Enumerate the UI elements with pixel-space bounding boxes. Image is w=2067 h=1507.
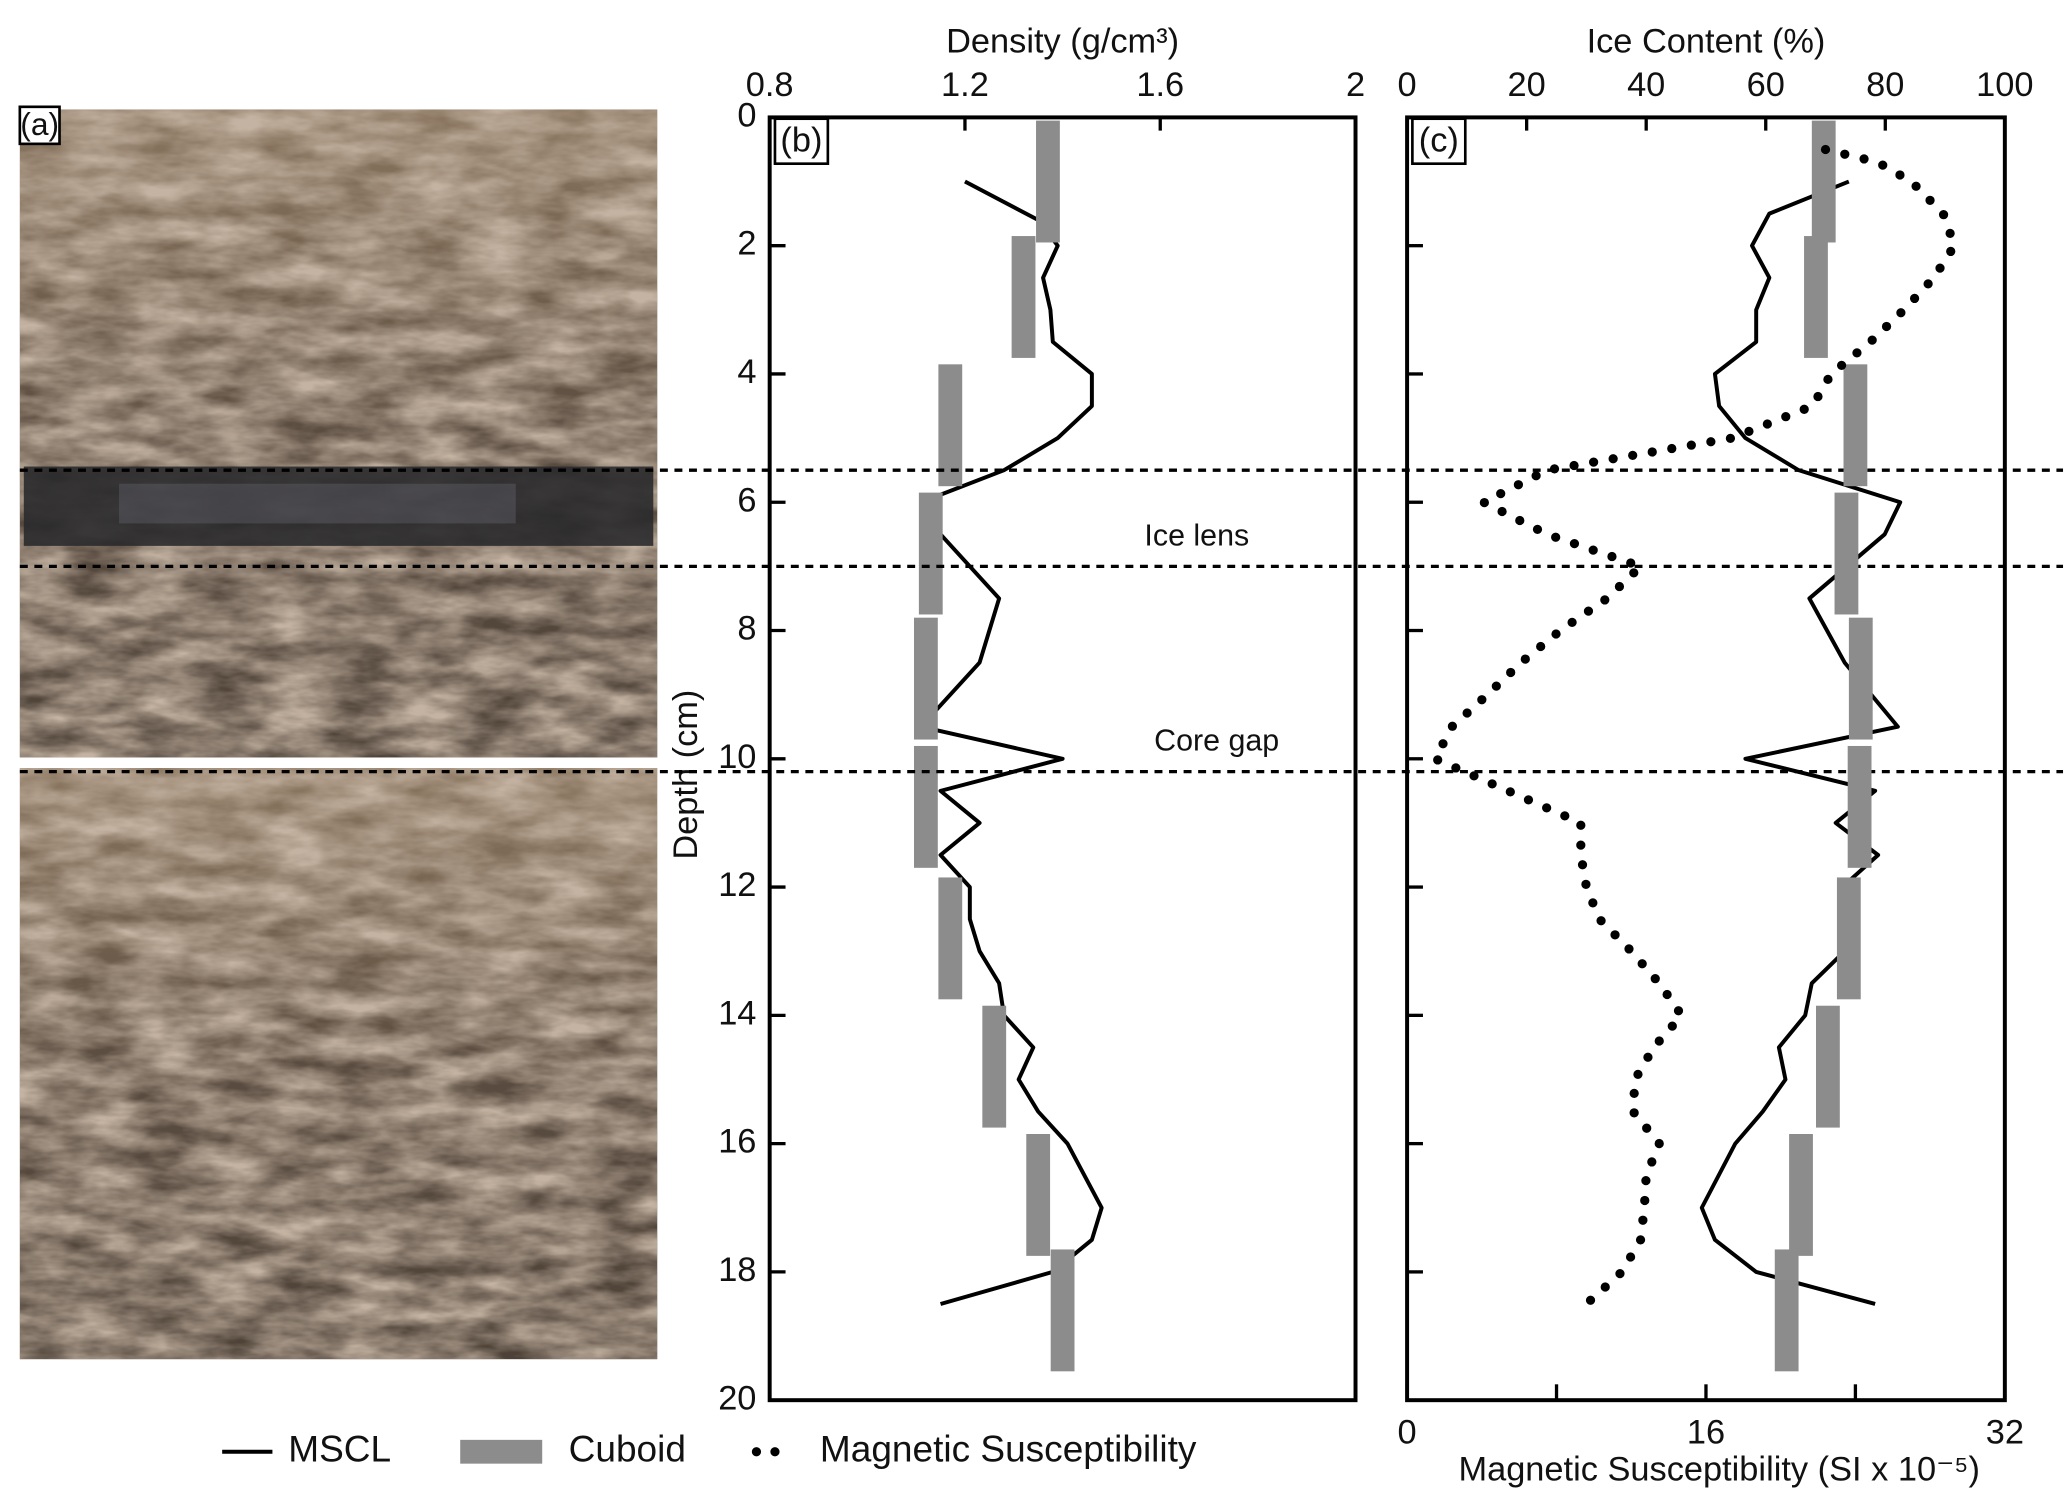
panel-label: (b)	[780, 122, 822, 160]
y-tick-label: 12	[718, 866, 756, 904]
cuboid-bar	[913, 617, 938, 740]
y-tick-label: 20	[718, 1379, 756, 1417]
cuboid-bar	[1811, 120, 1836, 243]
cuboid-bar	[938, 364, 963, 487]
cuboid-bar	[1804, 236, 1828, 358]
x-axis-title: Density (g/cm³)	[946, 22, 1179, 60]
mscl-line	[919, 179, 1104, 1306]
legend-swatch	[460, 1439, 543, 1464]
x-tick-label: 40	[1627, 66, 1665, 104]
core-photo: (a)	[18, 105, 658, 1360]
cuboid-bar	[1026, 1134, 1051, 1256]
x-tick-label: 2	[1346, 66, 1365, 104]
cuboid-bar	[938, 877, 963, 1000]
y-tick-label: 10	[718, 738, 756, 776]
cuboid-bar	[1050, 1249, 1075, 1372]
cuboid-bar	[1834, 492, 1859, 615]
legend-label: MSCL	[288, 1428, 391, 1470]
cuboid-bar	[1774, 1249, 1799, 1372]
panel-label-box	[1411, 117, 1467, 166]
x-tick-label: 1.6	[1136, 66, 1184, 104]
x-tick-label: 60	[1747, 66, 1785, 104]
cuboid-bar	[1789, 1134, 1813, 1256]
x-axis-title: Ice Content (%)	[1587, 22, 1826, 60]
plot-frame	[1405, 115, 2007, 1403]
x-tick-label: 100	[1976, 66, 2033, 104]
x2-tick-label: 0	[1398, 1414, 1417, 1452]
cuboid-bar	[1816, 1005, 1840, 1128]
x-tick-label: 20	[1508, 66, 1546, 104]
x-tick-label: 0.8	[746, 66, 794, 104]
cuboid-bar	[1848, 617, 1873, 740]
mscl-line	[1699, 179, 1903, 1306]
y-tick-label: 14	[718, 994, 756, 1032]
legend-label: Magnetic Susceptibility	[820, 1428, 1197, 1470]
y-axis-title: Depth (cm)	[667, 690, 705, 860]
cuboid-bar	[1036, 120, 1060, 243]
y-tick-label: 4	[737, 353, 756, 391]
panel-label-box	[773, 117, 830, 166]
dotted-line	[1428, 144, 1960, 1309]
y-tick-label: 8	[737, 610, 756, 648]
y-tick-label: 18	[718, 1251, 756, 1289]
y-tick-label: 6	[737, 481, 756, 519]
x-tick-label: 80	[1866, 66, 1904, 104]
annotation: Ice lens	[1144, 518, 1249, 552]
cuboid-bar	[1843, 364, 1868, 487]
y-tick-label: 16	[718, 1123, 756, 1161]
cuboid-bar	[918, 492, 943, 615]
cuboid-bar	[1836, 877, 1861, 1000]
x-tick-label: 1.2	[941, 66, 989, 104]
legend-label: Cuboid	[569, 1428, 686, 1470]
cuboid-bar	[1847, 745, 1872, 868]
annotation: Core gap	[1154, 724, 1279, 758]
cuboid-bar	[982, 1005, 1007, 1128]
x2-axis-title: Magnetic Susceptibility (SI x 10⁻⁵)	[1458, 1451, 1979, 1489]
photo-label: (a)	[20, 106, 59, 142]
cuboid-bar	[1011, 236, 1036, 358]
x-tick-label: 0	[1398, 66, 1417, 104]
x2-tick-label: 32	[1986, 1414, 2024, 1452]
y-tick-label: 2	[737, 225, 756, 263]
x2-tick-label: 16	[1687, 1414, 1725, 1452]
panel-label: (c)	[1419, 122, 1459, 160]
cuboid-bar	[913, 745, 938, 868]
y-tick-label: 0	[737, 96, 756, 134]
